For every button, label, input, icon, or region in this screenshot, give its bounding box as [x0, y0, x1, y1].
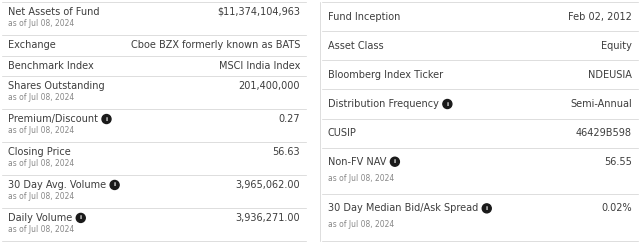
- Text: 56.55: 56.55: [604, 157, 632, 167]
- Circle shape: [110, 181, 119, 190]
- Text: as of Jul 08, 2024: as of Jul 08, 2024: [8, 225, 74, 234]
- Text: i: i: [106, 117, 108, 122]
- Text: 30 Day Avg. Volume: 30 Day Avg. Volume: [8, 180, 106, 190]
- Text: 46429B598: 46429B598: [576, 128, 632, 138]
- Text: i: i: [486, 206, 488, 211]
- Text: Equity: Equity: [601, 41, 632, 51]
- Text: Daily Volume: Daily Volume: [8, 213, 72, 223]
- Text: Premium/Discount: Premium/Discount: [8, 114, 98, 124]
- Text: as of Jul 08, 2024: as of Jul 08, 2024: [8, 19, 74, 28]
- Text: Non-FV NAV: Non-FV NAV: [328, 157, 387, 167]
- Text: Distribution Frequency: Distribution Frequency: [328, 99, 439, 109]
- Circle shape: [76, 213, 85, 222]
- Text: as of Jul 08, 2024: as of Jul 08, 2024: [8, 192, 74, 201]
- Text: Semi-Annual: Semi-Annual: [570, 99, 632, 109]
- Text: Exchange: Exchange: [8, 40, 56, 50]
- Text: $11,374,104,963: $11,374,104,963: [217, 7, 300, 17]
- Text: i: i: [394, 159, 396, 164]
- Text: i: i: [80, 216, 82, 220]
- Text: i: i: [446, 102, 449, 106]
- Text: as of Jul 08, 2024: as of Jul 08, 2024: [328, 174, 394, 182]
- Text: 0.02%: 0.02%: [602, 203, 632, 213]
- Text: Closing Price: Closing Price: [8, 147, 71, 157]
- Text: MSCI India Index: MSCI India Index: [219, 61, 300, 71]
- Text: as of Jul 08, 2024: as of Jul 08, 2024: [8, 93, 74, 102]
- Text: as of Jul 08, 2024: as of Jul 08, 2024: [328, 220, 394, 229]
- Text: Asset Class: Asset Class: [328, 41, 383, 51]
- Text: as of Jul 08, 2024: as of Jul 08, 2024: [8, 159, 74, 168]
- Text: Shares Outstanding: Shares Outstanding: [8, 81, 104, 91]
- Text: 0.27: 0.27: [278, 114, 300, 124]
- Text: as of Jul 08, 2024: as of Jul 08, 2024: [8, 126, 74, 135]
- Circle shape: [443, 100, 452, 109]
- Text: Bloomberg Index Ticker: Bloomberg Index Ticker: [328, 70, 443, 80]
- Circle shape: [390, 157, 399, 166]
- Circle shape: [483, 204, 492, 213]
- Text: 3,965,062.00: 3,965,062.00: [236, 180, 300, 190]
- Text: Fund Inception: Fund Inception: [328, 12, 401, 22]
- Text: Net Assets of Fund: Net Assets of Fund: [8, 7, 99, 17]
- Text: i: i: [113, 182, 116, 187]
- Text: CUSIP: CUSIP: [328, 128, 357, 138]
- Circle shape: [102, 114, 111, 123]
- Text: 3,936,271.00: 3,936,271.00: [236, 213, 300, 223]
- Text: 56.63: 56.63: [273, 147, 300, 157]
- Text: NDEUSIA: NDEUSIA: [588, 70, 632, 80]
- Text: Feb 02, 2012: Feb 02, 2012: [568, 12, 632, 22]
- Text: 201,400,000: 201,400,000: [239, 81, 300, 91]
- Text: Benchmark Index: Benchmark Index: [8, 61, 93, 71]
- Text: Cboe BZX formerly known as BATS: Cboe BZX formerly known as BATS: [131, 40, 300, 50]
- Text: 30 Day Median Bid/Ask Spread: 30 Day Median Bid/Ask Spread: [328, 203, 478, 213]
